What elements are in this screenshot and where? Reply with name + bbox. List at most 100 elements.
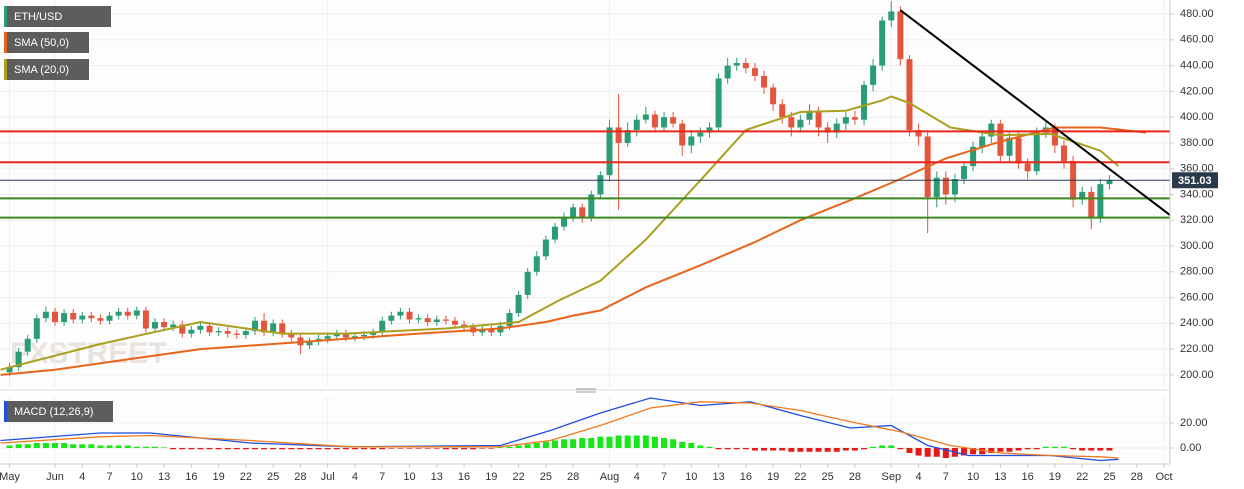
x-tick-label: 22 xyxy=(1076,471,1088,483)
candle-body xyxy=(324,336,331,339)
x-tick-label: 13 xyxy=(431,471,443,483)
candle-body xyxy=(261,320,268,333)
y-tick-label: 220.00 xyxy=(1180,343,1214,355)
candle-body xyxy=(624,130,631,143)
x-tick-label: 28 xyxy=(849,471,861,483)
x-tick-label: 10 xyxy=(685,471,697,483)
candle-body xyxy=(1024,163,1031,172)
y-tick-label: 380.00 xyxy=(1180,137,1214,149)
macd-histogram-bar xyxy=(224,448,231,450)
x-tick-label: May xyxy=(0,471,20,483)
candle-body xyxy=(106,315,113,321)
x-tick-label: 28 xyxy=(1131,471,1143,483)
macd-histogram-bar xyxy=(1088,448,1095,451)
macd-histogram-bar xyxy=(261,448,268,450)
candle-body xyxy=(24,338,31,352)
legend-label: SMA (50,0) xyxy=(14,37,69,49)
y-tick-label: 280.00 xyxy=(1180,266,1214,278)
x-tick-label: 13 xyxy=(994,471,1006,483)
candle-body xyxy=(579,207,586,218)
candle-body xyxy=(833,123,840,133)
macd-histogram-bar xyxy=(833,448,840,452)
macd-histogram-bar xyxy=(42,443,49,448)
y-tick-label: 340.00 xyxy=(1180,188,1214,200)
macd-histogram-bar xyxy=(724,448,731,450)
macd-histogram-bar xyxy=(151,446,158,448)
macd-histogram-bar xyxy=(461,448,468,450)
candle-body xyxy=(861,84,868,120)
x-tick-label: 10 xyxy=(967,471,979,483)
trend-line xyxy=(899,9,1171,216)
candle-body xyxy=(42,311,49,319)
macd-histogram-bar xyxy=(706,446,713,448)
candle-body xyxy=(706,127,713,133)
x-tick-label: 25 xyxy=(267,471,279,483)
y-tick-label: 420.00 xyxy=(1180,85,1214,97)
candle-body xyxy=(479,329,486,333)
candle-body xyxy=(915,130,922,137)
y-tick-label: 240.00 xyxy=(1180,317,1214,329)
macd-histogram-bar xyxy=(606,436,613,448)
macd-histogram-bar xyxy=(288,448,295,450)
macd-histogram-bar xyxy=(733,448,740,450)
candle-body xyxy=(870,65,877,85)
last-price-label: 351.03 xyxy=(1178,175,1212,187)
macd-histogram-bar xyxy=(961,448,968,456)
y-tick-label: 320.00 xyxy=(1180,214,1214,226)
candle-body xyxy=(179,324,186,334)
legend-swatch xyxy=(4,59,7,80)
candle-body xyxy=(1033,132,1040,172)
candle-body xyxy=(988,123,995,137)
macd-histogram-bar xyxy=(751,448,758,451)
candle-body xyxy=(188,329,195,334)
plot-layer: 200.00220.00240.00260.00280.00300.00320.… xyxy=(0,0,1214,483)
macd-histogram-bar xyxy=(915,448,922,456)
x-tick-label: 28 xyxy=(294,471,306,483)
macd-histogram-bar xyxy=(597,436,604,448)
macd-histogram-bar xyxy=(824,448,831,452)
candle-body xyxy=(551,226,558,240)
x-tick-label: 4 xyxy=(916,471,922,483)
candle-body xyxy=(542,239,549,257)
macd-histogram-bar xyxy=(624,435,631,448)
candle-body xyxy=(1015,137,1022,164)
legend-box xyxy=(4,6,111,27)
macd-histogram-bar xyxy=(997,448,1004,452)
macd-histogram-bar xyxy=(6,445,13,448)
x-tick-label: 4 xyxy=(79,471,85,483)
x-tick-label: 7 xyxy=(661,471,667,483)
macd-histogram-bar xyxy=(15,444,22,448)
macd-histogram-bar xyxy=(806,448,813,452)
candle-body xyxy=(724,65,731,79)
macd-histogram-bar xyxy=(570,439,577,448)
macd-histogram-bar xyxy=(779,448,786,451)
macd-histogram-bar xyxy=(770,448,777,451)
x-tick-label: 16 xyxy=(1022,471,1034,483)
candle-body xyxy=(161,322,168,328)
x-tick-label: 22 xyxy=(794,471,806,483)
macd-histogram-bar xyxy=(397,448,404,449)
macd-histogram-bar xyxy=(306,448,313,450)
macd-histogram-bar xyxy=(406,448,413,449)
candle-body xyxy=(61,313,68,323)
x-tick-label: 28 xyxy=(567,471,579,483)
macd-histogram-bar xyxy=(215,448,222,450)
legend-swatch xyxy=(4,6,7,27)
macd-histogram-bar xyxy=(97,445,104,448)
macd-histogram-bar xyxy=(842,448,849,451)
candle-body xyxy=(742,63,749,69)
macd-histogram-bar xyxy=(506,446,513,448)
candle-body xyxy=(751,68,758,76)
candle-body xyxy=(270,323,277,333)
x-tick-label: 16 xyxy=(185,471,197,483)
macd-histogram-bar xyxy=(988,448,995,453)
macd-histogram-bar xyxy=(851,448,858,451)
y-tick-label: 300.00 xyxy=(1180,240,1214,252)
candle-body xyxy=(933,177,940,198)
macd-histogram-bar xyxy=(442,448,449,450)
candle-body xyxy=(888,11,895,21)
macd-histogram-bar xyxy=(933,448,940,457)
macd-histogram-bar xyxy=(979,448,986,455)
macd-line xyxy=(0,397,1119,462)
macd-histogram-bar xyxy=(761,448,768,451)
